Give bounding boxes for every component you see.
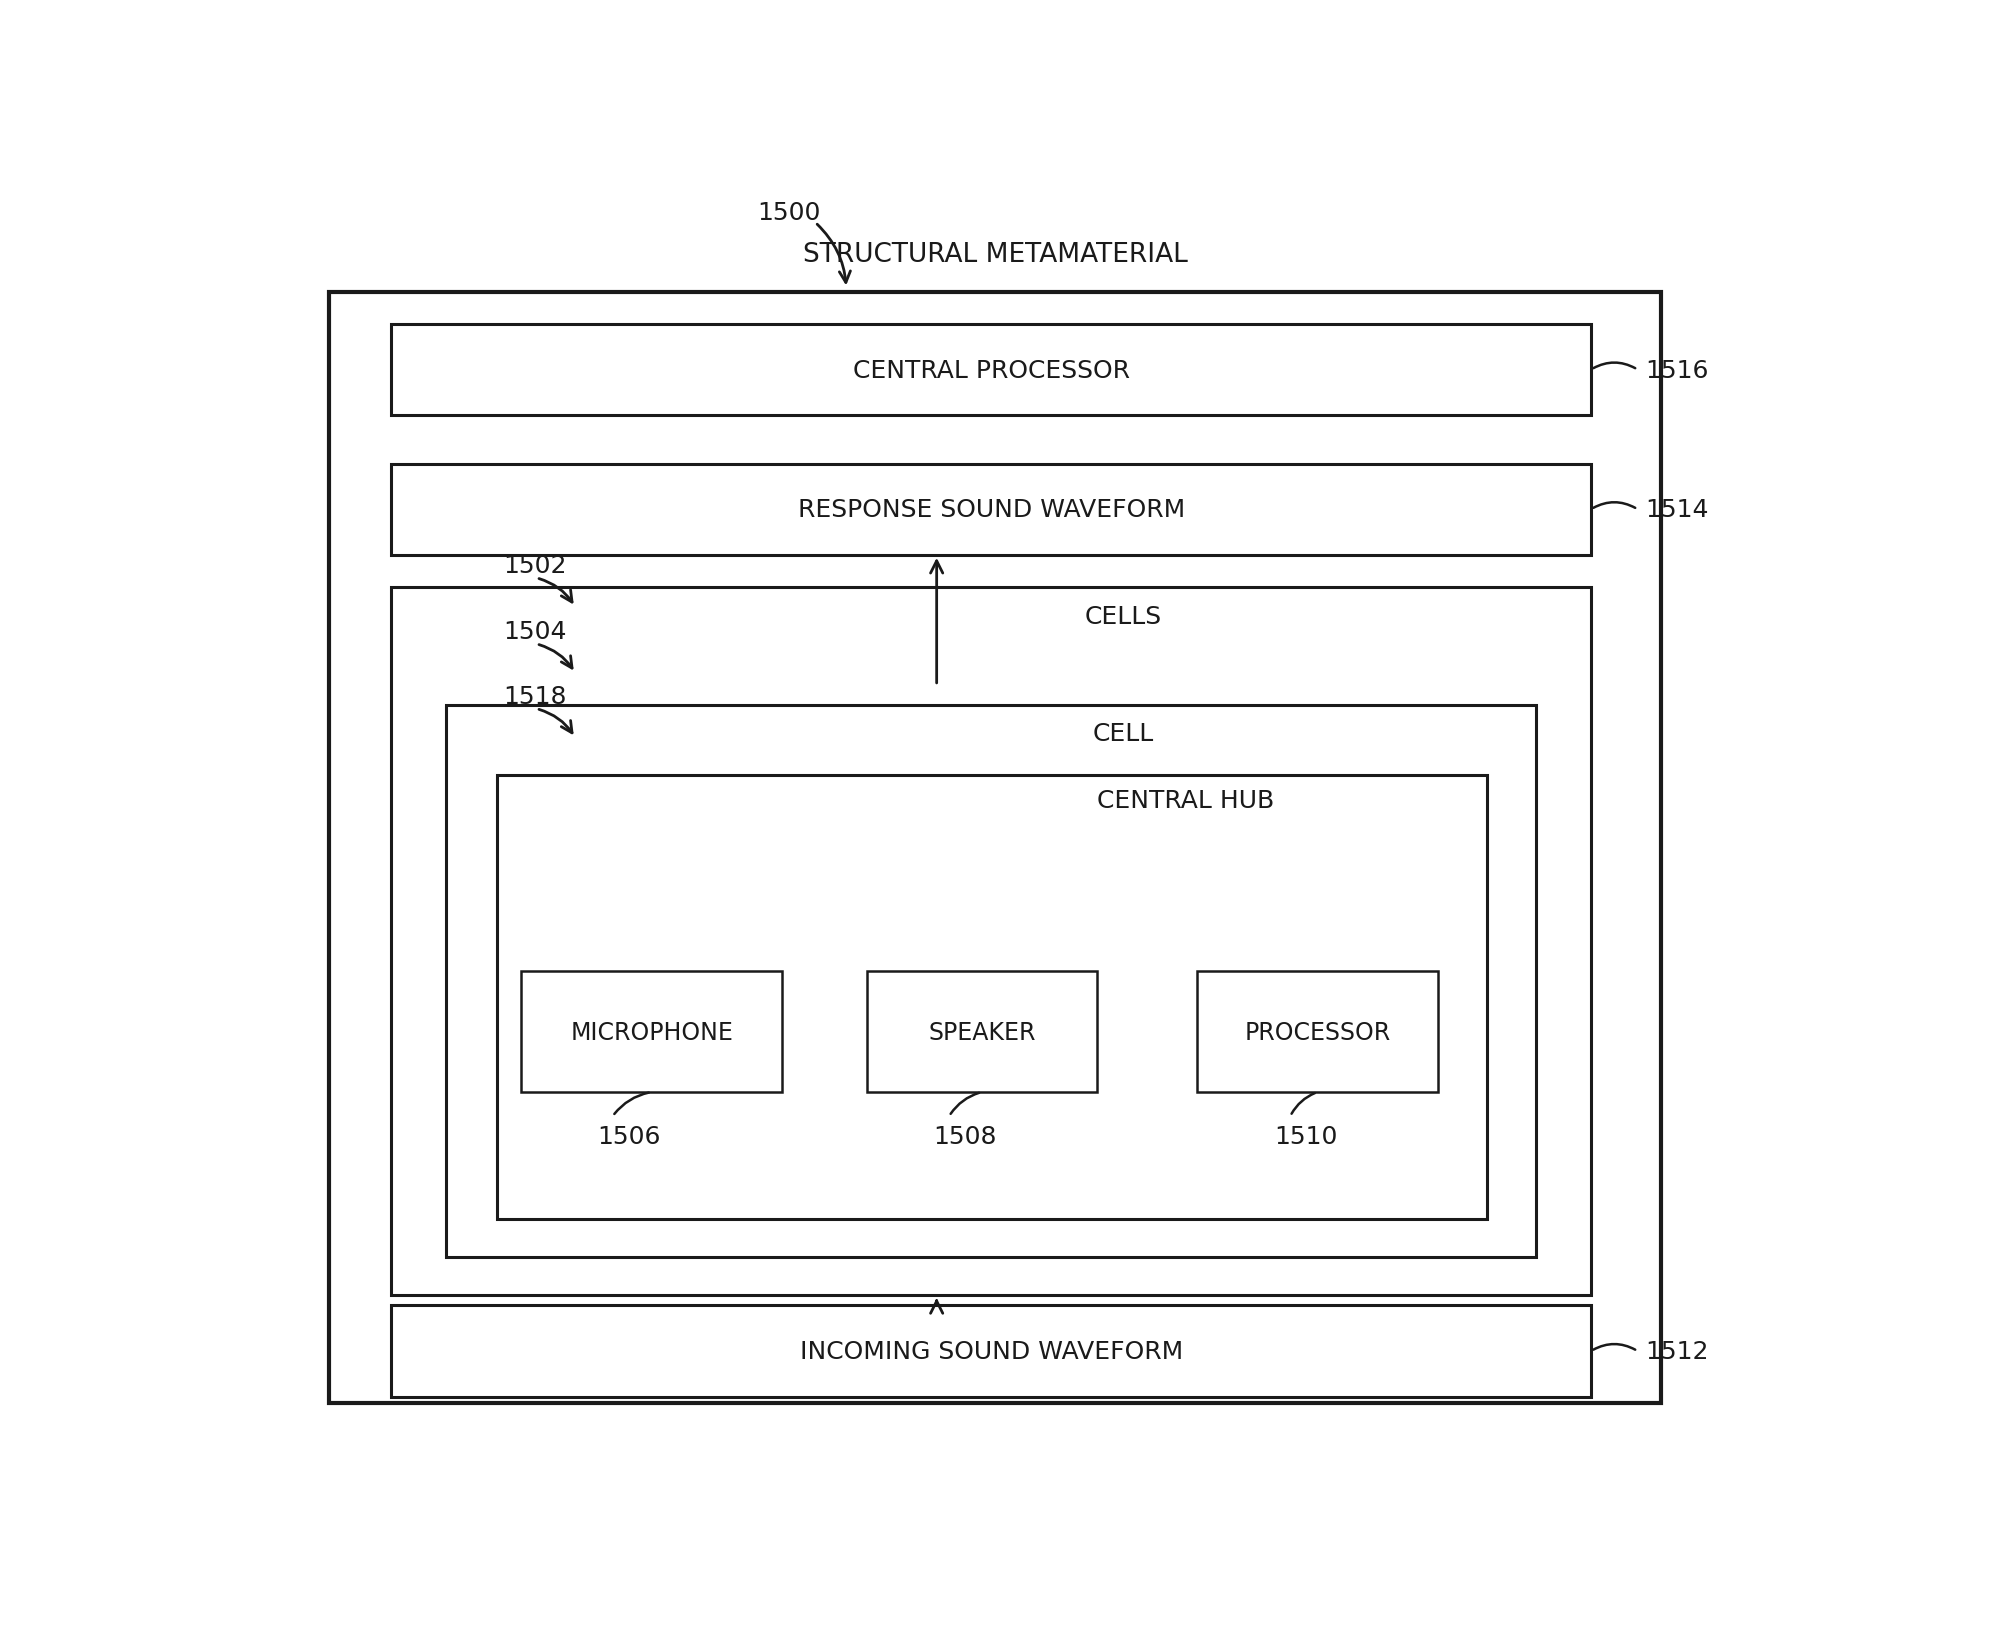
Bar: [392, 465, 1592, 555]
Text: 1512: 1512: [1646, 1340, 1708, 1363]
Bar: [392, 587, 1592, 1295]
Bar: [392, 325, 1592, 415]
Text: CELLS: CELLS: [1085, 605, 1162, 628]
Bar: [1196, 972, 1439, 1093]
Text: 1514: 1514: [1646, 498, 1708, 522]
Text: RESPONSE SOUND WAVEFORM: RESPONSE SOUND WAVEFORM: [798, 498, 1184, 522]
Bar: [392, 1305, 1592, 1398]
Text: 1506: 1506: [597, 1124, 661, 1149]
Text: 1500: 1500: [758, 201, 820, 226]
Text: CELL: CELL: [1093, 722, 1154, 745]
Text: 1502: 1502: [505, 554, 567, 578]
Text: STRUCTURAL METAMATERIAL: STRUCTURAL METAMATERIAL: [804, 242, 1188, 269]
Bar: [496, 775, 1487, 1220]
Text: CENTRAL PROCESSOR: CENTRAL PROCESSOR: [852, 358, 1130, 382]
Text: INCOMING SOUND WAVEFORM: INCOMING SOUND WAVEFORM: [800, 1340, 1182, 1363]
Text: 1510: 1510: [1274, 1124, 1339, 1149]
Text: PROCESSOR: PROCESSOR: [1244, 1020, 1391, 1045]
Text: MICROPHONE: MICROPHONE: [571, 1020, 734, 1045]
Text: SPEAKER: SPEAKER: [929, 1020, 1035, 1045]
Text: CENTRAL HUB: CENTRAL HUB: [1097, 788, 1274, 812]
Text: 1518: 1518: [505, 684, 567, 709]
Bar: [330, 293, 1660, 1402]
Bar: [866, 972, 1097, 1093]
Bar: [521, 972, 782, 1093]
Bar: [446, 705, 1536, 1257]
Text: 1516: 1516: [1646, 358, 1708, 382]
Text: 1508: 1508: [933, 1124, 997, 1149]
Text: 1504: 1504: [505, 620, 567, 644]
